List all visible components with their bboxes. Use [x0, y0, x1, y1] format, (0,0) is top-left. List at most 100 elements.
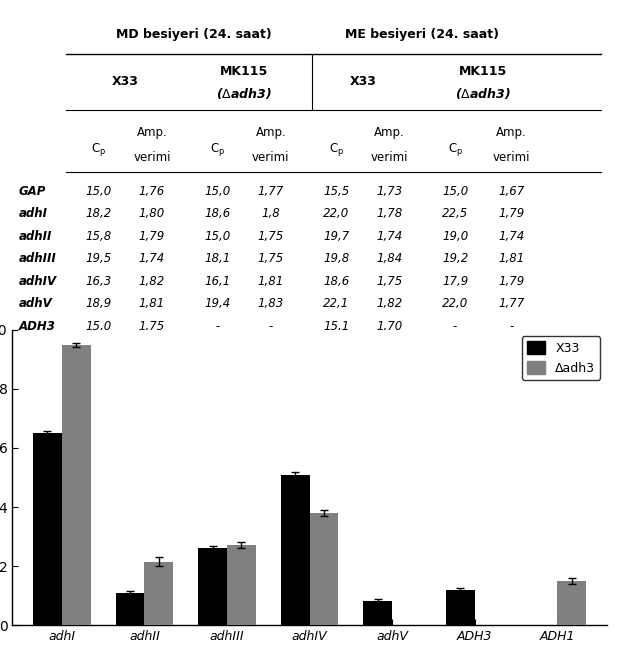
Bar [446, 590, 475, 625]
Text: 15,0: 15,0 [85, 320, 111, 333]
Bar [144, 562, 173, 625]
Text: 1,83: 1,83 [258, 297, 284, 311]
Text: 19,5: 19,5 [85, 253, 111, 265]
Text: 1,79: 1,79 [498, 207, 525, 220]
Text: Amp.: Amp. [256, 126, 286, 139]
Text: 1,67: 1,67 [498, 185, 525, 198]
Text: 15,0: 15,0 [204, 185, 230, 198]
Text: X33: X33 [350, 75, 376, 88]
Text: 1,75: 1,75 [258, 230, 284, 243]
Text: 1,77: 1,77 [139, 342, 165, 355]
Text: 1,79: 1,79 [498, 275, 525, 288]
Text: 19,2: 19,2 [442, 253, 468, 265]
Text: 1,74: 1,74 [258, 342, 284, 355]
Bar [198, 549, 227, 625]
Text: -: - [269, 320, 273, 333]
Text: verimi: verimi [252, 151, 290, 164]
Text: ADH1: ADH1 [19, 342, 55, 355]
Text: 15,9: 15,9 [204, 342, 230, 355]
Text: 1,74: 1,74 [376, 230, 403, 243]
Text: 15,8: 15,8 [85, 230, 111, 243]
Text: 19,0: 19,0 [442, 230, 468, 243]
Text: MK115: MK115 [220, 65, 268, 78]
Text: 1,77: 1,77 [258, 185, 284, 198]
Text: adhV: adhV [19, 297, 52, 311]
Text: C$_\mathrm{p}$: C$_\mathrm{p}$ [448, 141, 462, 158]
Text: 18,9: 18,9 [85, 297, 111, 311]
Text: 1,76: 1,76 [139, 185, 165, 198]
Text: 18,6: 18,6 [323, 275, 349, 288]
Bar [116, 593, 144, 625]
Text: 15,1: 15,1 [323, 320, 349, 333]
Bar [557, 581, 586, 625]
Text: 16,6: 16,6 [442, 342, 468, 355]
Bar [62, 344, 91, 625]
Text: ($\Delta$adh3): ($\Delta$adh3) [216, 86, 272, 100]
Text: 1,78: 1,78 [376, 207, 403, 220]
Text: 16,9: 16,9 [323, 342, 349, 355]
Text: 22,0: 22,0 [323, 207, 349, 220]
Text: 1,73: 1,73 [376, 185, 403, 198]
Text: 1,75: 1,75 [498, 342, 525, 355]
Text: verimi: verimi [133, 151, 171, 164]
Text: 19,4: 19,4 [204, 297, 230, 311]
Text: 1,75: 1,75 [258, 253, 284, 265]
Text: ($\Delta$adh3): ($\Delta$adh3) [456, 86, 511, 100]
Text: 16,3: 16,3 [85, 275, 111, 288]
Text: GAP: GAP [19, 185, 46, 198]
Text: Amp.: Amp. [374, 126, 405, 139]
Text: 1,75: 1,75 [376, 275, 403, 288]
Text: C$_\mathrm{p}$: C$_\mathrm{p}$ [210, 141, 225, 158]
Text: 18,2: 18,2 [85, 207, 111, 220]
Text: adhI: adhI [19, 207, 47, 220]
Bar [363, 601, 392, 625]
Text: 1,82: 1,82 [376, 297, 403, 311]
Text: -: - [509, 320, 514, 333]
Text: adhIII: adhIII [19, 253, 56, 265]
Text: 1,77: 1,77 [376, 342, 403, 355]
Text: 1,80: 1,80 [139, 207, 165, 220]
Text: 19,7: 19,7 [323, 230, 349, 243]
Text: 22,5: 22,5 [442, 207, 468, 220]
Text: -: - [453, 320, 457, 333]
Text: -: - [215, 320, 220, 333]
Text: 1,84: 1,84 [376, 253, 403, 265]
Text: C$_\mathrm{p}$: C$_\mathrm{p}$ [329, 141, 344, 158]
Bar [227, 545, 256, 625]
Text: 1,74: 1,74 [139, 253, 165, 265]
Text: 22,0: 22,0 [442, 297, 468, 311]
Text: 1,81: 1,81 [258, 275, 284, 288]
Text: 16,1: 16,1 [204, 275, 230, 288]
Text: 16,1: 16,1 [85, 342, 111, 355]
Legend: X33, Δadh3: X33, Δadh3 [522, 336, 600, 380]
Text: 15,5: 15,5 [323, 185, 349, 198]
Text: 15,0: 15,0 [442, 185, 468, 198]
Text: 1,77: 1,77 [498, 297, 525, 311]
Text: 18,6: 18,6 [204, 207, 230, 220]
Text: 17,9: 17,9 [442, 275, 468, 288]
Bar [310, 513, 339, 625]
Text: 1,81: 1,81 [139, 297, 165, 311]
Bar [280, 475, 310, 625]
Text: 18,1: 18,1 [204, 253, 230, 265]
Text: verimi: verimi [493, 151, 530, 164]
Text: 1,70: 1,70 [376, 320, 403, 333]
Text: MD besiyeri (24. saat): MD besiyeri (24. saat) [116, 29, 272, 41]
Text: ME besiyeri (24. saat): ME besiyeri (24. saat) [345, 29, 500, 41]
Bar [33, 433, 62, 625]
Text: Amp.: Amp. [496, 126, 527, 139]
Text: 15,0: 15,0 [85, 185, 111, 198]
Text: MK115: MK115 [459, 65, 508, 78]
Text: C$_\mathrm{p}$: C$_\mathrm{p}$ [91, 141, 106, 158]
Text: 1,74: 1,74 [498, 230, 525, 243]
Text: adhIV: adhIV [19, 275, 56, 288]
Text: 1,8: 1,8 [261, 207, 280, 220]
Text: X33: X33 [112, 75, 139, 88]
Text: 22,1: 22,1 [323, 297, 349, 311]
Text: ADH3: ADH3 [19, 320, 55, 333]
Text: verimi: verimi [371, 151, 409, 164]
Text: 1,81: 1,81 [498, 253, 525, 265]
Text: 1,79: 1,79 [139, 230, 165, 243]
Text: adhII: adhII [19, 230, 52, 243]
Text: 15,0: 15,0 [204, 230, 230, 243]
